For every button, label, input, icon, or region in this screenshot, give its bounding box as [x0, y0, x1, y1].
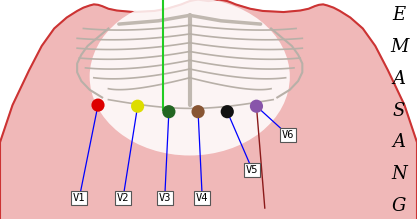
Text: G: G: [392, 197, 406, 215]
Point: [134, 104, 141, 108]
Point: [195, 110, 201, 113]
Text: M: M: [390, 38, 408, 56]
Point: [95, 103, 101, 107]
Ellipse shape: [90, 0, 290, 155]
Text: V1: V1: [73, 193, 85, 203]
Text: N: N: [391, 165, 407, 183]
Text: S: S: [393, 102, 405, 120]
Text: E: E: [392, 6, 406, 24]
Point: [253, 104, 260, 108]
Point: [166, 110, 172, 113]
Point: [224, 110, 231, 113]
Text: V3: V3: [158, 193, 171, 203]
Text: V2: V2: [117, 193, 129, 203]
Text: A: A: [392, 70, 406, 88]
Text: A: A: [392, 133, 406, 151]
Text: V5: V5: [246, 165, 259, 175]
Text: V4: V4: [196, 193, 208, 203]
Text: V6: V6: [281, 130, 294, 140]
